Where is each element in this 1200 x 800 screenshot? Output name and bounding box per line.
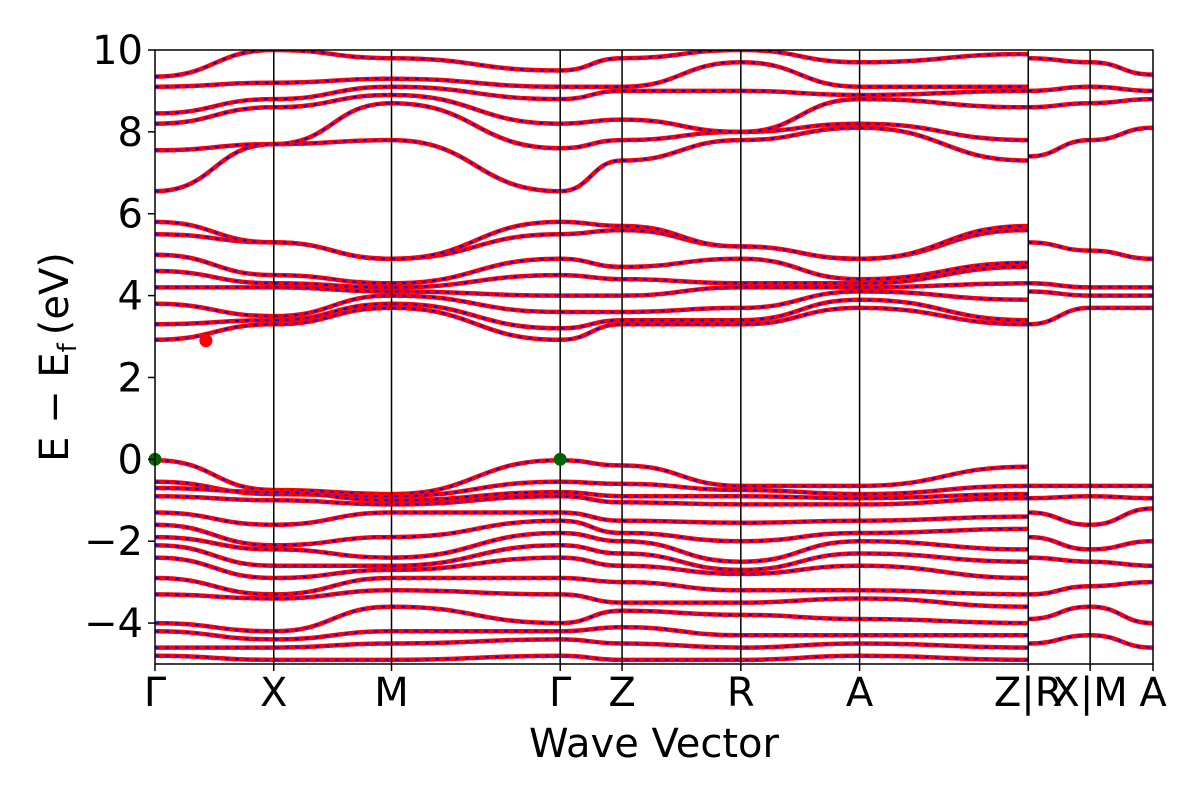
x-tick-label-0: Γ: [144, 670, 167, 716]
y-tick-label: 10: [92, 28, 143, 74]
band-13-dashed: [155, 626, 1029, 641]
x-tick-label-5: R: [727, 670, 755, 716]
band-24: [155, 125, 1029, 194]
x-axis-ticks: Γ X M Γ Z R A Z|RX|M A: [144, 664, 1167, 716]
band-5: [155, 510, 1029, 528]
band-5-dashed: [155, 511, 1029, 526]
band-10: [155, 575, 1029, 597]
plot-frame: [154, 49, 1154, 665]
x-axis-label: Wave Vector: [529, 721, 780, 767]
x-tick-label-8: X|M: [1052, 670, 1127, 716]
vbm-marker-2: [553, 452, 567, 466]
high-symmetry-lines: [273, 50, 1091, 664]
x-tick-label-4: Z: [608, 670, 635, 716]
x-tick-label-9: A: [1139, 670, 1167, 716]
y-axis-label-main: E − E: [32, 352, 78, 462]
x-tick-label-1: X: [260, 670, 287, 716]
x-tick-label-3: Γ: [549, 670, 572, 716]
cbm-marker: [199, 334, 213, 348]
x-tick-label-2: M: [374, 670, 409, 716]
y-tick-label: −4: [84, 601, 143, 647]
y-tick-label: 8: [118, 110, 143, 156]
band-19-dashed: [155, 282, 1029, 297]
extrema-markers: [148, 334, 567, 466]
band-9-dashed: [155, 556, 1029, 580]
band-24-dashed: [155, 126, 1029, 193]
y-axis-label-subscript: f: [53, 342, 83, 352]
x-tick-label-6: A: [846, 670, 874, 716]
y-axis-ticks: −4 −2 0 2 4 6 8 10: [84, 28, 155, 647]
band-3-dashed: [155, 487, 1029, 502]
y-tick-label: 6: [118, 192, 143, 238]
band-38-dashed: [1028, 306, 1153, 326]
y-axis-label: E − Ef (eV): [32, 252, 83, 462]
band-42-dashed: [1028, 126, 1153, 158]
y-tick-label: 0: [118, 437, 143, 483]
y-tick-label: 2: [118, 355, 143, 401]
band-28-dashed: [155, 61, 1029, 88]
band-23: [155, 219, 1029, 262]
y-tick-label: 4: [118, 274, 143, 320]
y-axis-label-unit: (eV): [32, 252, 78, 335]
band-lines: [155, 50, 1153, 663]
x-tick-label-7: Z|R: [994, 670, 1063, 716]
band-4-dashed: [155, 495, 1029, 506]
band-2-dashed: [155, 480, 1029, 498]
band-26-dashed: [155, 93, 1029, 133]
band-23-dashed: [155, 220, 1029, 260]
y-tick-label: −2: [84, 519, 143, 565]
band-1: [155, 457, 1029, 497]
